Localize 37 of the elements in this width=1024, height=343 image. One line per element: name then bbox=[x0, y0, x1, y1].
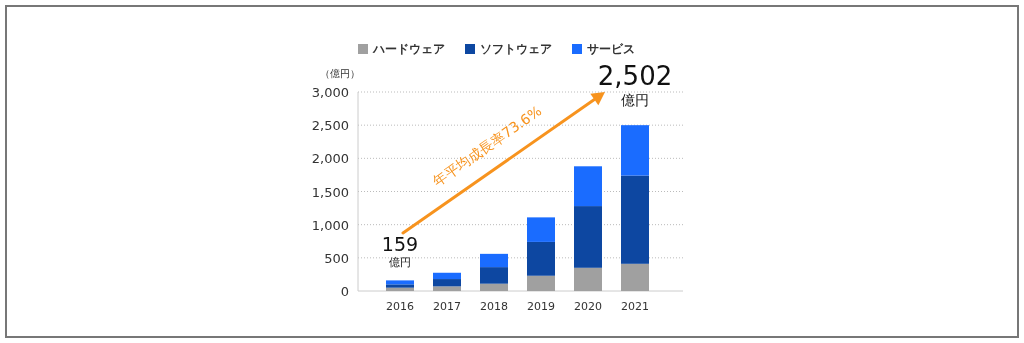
bar bbox=[621, 175, 649, 264]
y-axis-title: （億円） bbox=[320, 68, 360, 79]
legend-label: サービス bbox=[587, 42, 635, 56]
y-tick-label: 1,500 bbox=[311, 184, 349, 200]
bar bbox=[527, 241, 555, 276]
legend-label: ソフトウェア bbox=[480, 42, 552, 56]
x-tick-label: 2020 bbox=[574, 300, 602, 313]
bar bbox=[574, 206, 602, 268]
bar bbox=[574, 267, 602, 291]
x-tick-label: 2019 bbox=[527, 300, 555, 313]
y-tick-label: 2,500 bbox=[311, 118, 349, 134]
y-tick-label: 1,000 bbox=[311, 217, 349, 233]
bar bbox=[480, 267, 508, 284]
bar bbox=[480, 283, 508, 291]
annotation: 億円 bbox=[389, 256, 411, 270]
bar bbox=[386, 280, 414, 285]
x-tick-label: 2017 bbox=[433, 300, 461, 313]
x-tick-label: 2018 bbox=[480, 300, 508, 313]
annotation: 159 bbox=[381, 233, 419, 256]
bar bbox=[574, 166, 602, 207]
bar bbox=[527, 217, 555, 242]
bar bbox=[433, 279, 461, 287]
bar bbox=[433, 286, 461, 291]
bar bbox=[480, 253, 508, 268]
x-tick-label: 2021 bbox=[621, 300, 649, 313]
annotation: 2,502 bbox=[597, 61, 673, 92]
bar bbox=[527, 275, 555, 291]
x-tick-label: 2016 bbox=[386, 300, 414, 313]
annotation: 億円 bbox=[621, 92, 649, 109]
legend-label: ハードウェア bbox=[372, 42, 445, 56]
bar bbox=[433, 272, 461, 280]
y-tick-label: 3,000 bbox=[311, 85, 349, 100]
bar bbox=[621, 263, 649, 291]
y-tick-label: 2,000 bbox=[311, 151, 349, 167]
y-tick-label: 500 bbox=[324, 250, 349, 266]
y-tick-label: 0 bbox=[340, 284, 349, 299]
bar bbox=[621, 125, 649, 176]
